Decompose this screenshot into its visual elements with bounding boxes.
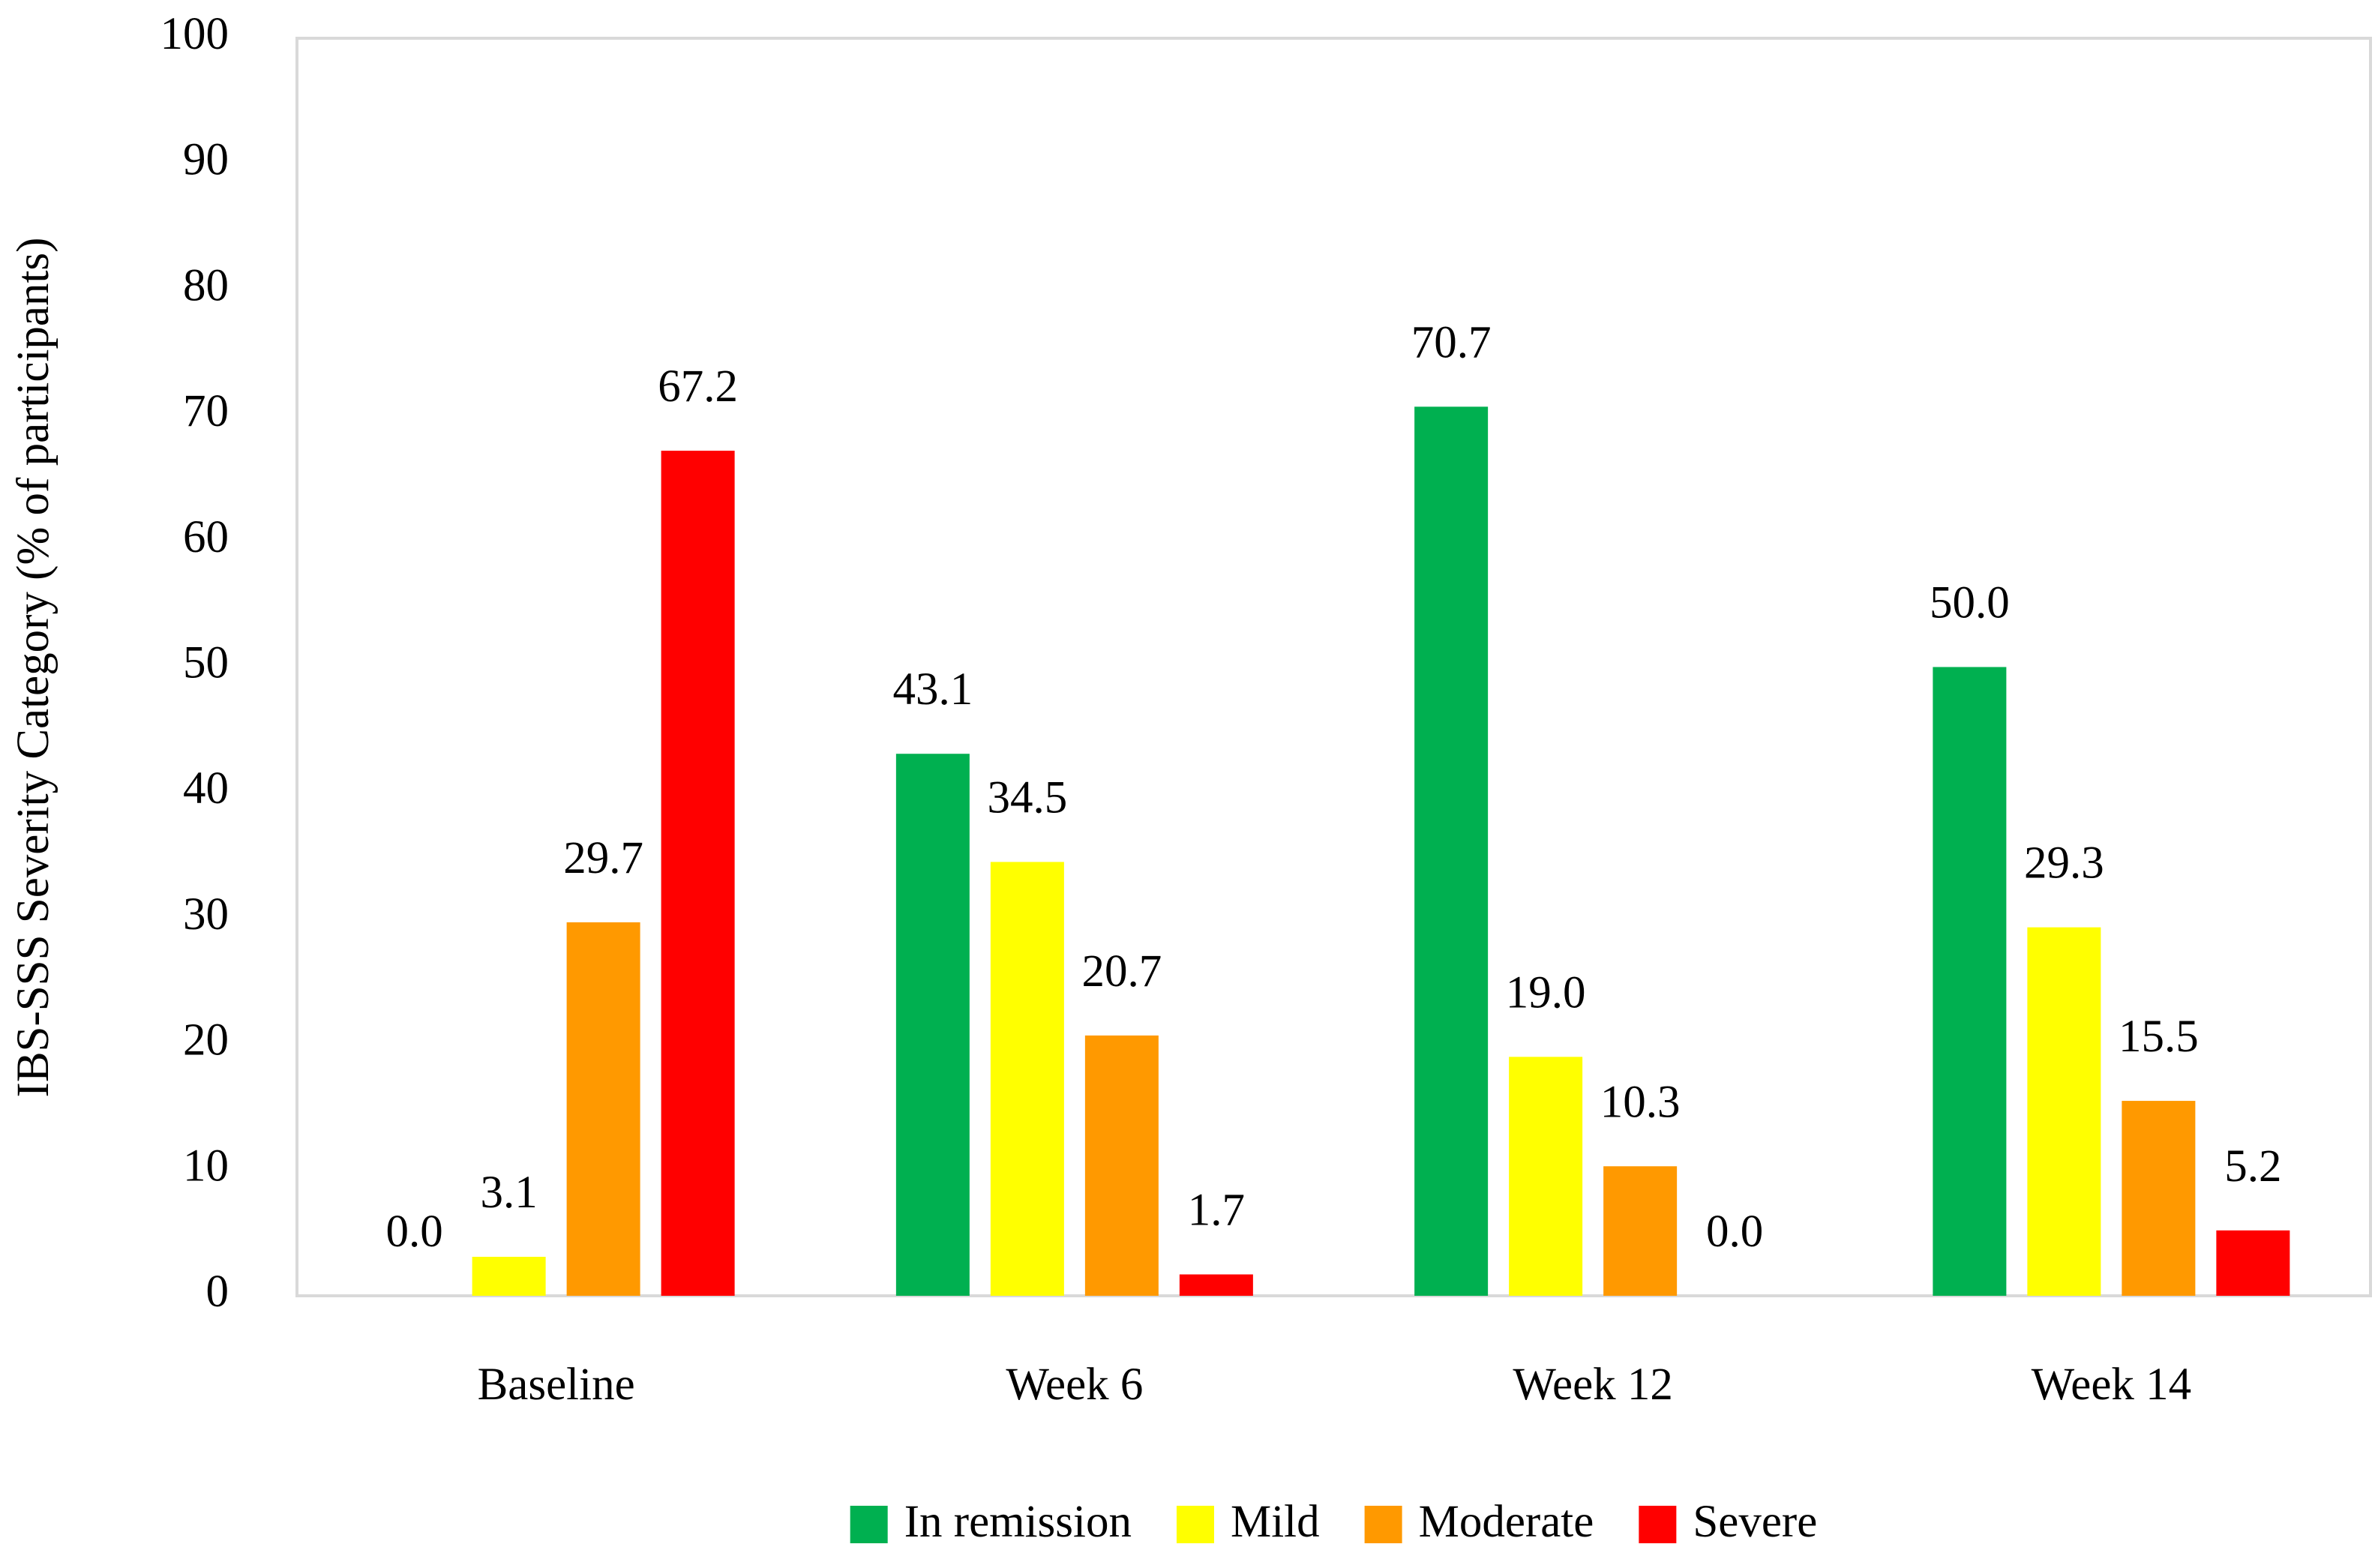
y-tick-label: 0 — [206, 1267, 229, 1317]
legend-label: In remission — [904, 1497, 1132, 1547]
value-label: 43.1 — [893, 664, 973, 715]
x-tick-label: Week 12 — [1513, 1360, 1673, 1410]
bar — [1414, 406, 1489, 1296]
y-tick-label: 60 — [183, 512, 229, 562]
bar — [2027, 927, 2101, 1296]
value-label: 10.3 — [1600, 1077, 1681, 1127]
value-label: 70.7 — [1411, 317, 1492, 367]
value-label: 0.0 — [1706, 1207, 1763, 1257]
y-tick-label: 70 — [183, 386, 229, 436]
bar — [2216, 1230, 2290, 1296]
x-tick-label: Baseline — [478, 1360, 635, 1410]
plot-frame — [295, 37, 2372, 1297]
value-label: 34.5 — [988, 772, 1068, 823]
value-label: 20.7 — [1082, 946, 1162, 997]
x-tick-label: Week 14 — [2032, 1360, 2192, 1410]
y-tick-label: 50 — [183, 638, 229, 688]
legend-label: Moderate — [1419, 1497, 1594, 1547]
y-tick-label: 80 — [183, 260, 229, 310]
y-tick-label: 100 — [160, 9, 229, 59]
value-label: 3.1 — [481, 1168, 538, 1218]
bar — [1179, 1274, 1253, 1296]
value-label: 29.7 — [563, 833, 643, 883]
y-tick-label: 10 — [183, 1141, 229, 1191]
y-axis-title: IBS-SSS Severity Category (% of particip… — [8, 238, 58, 1098]
y-tick-label: 20 — [183, 1015, 229, 1066]
bar — [2122, 1101, 2196, 1296]
legend-label: Severe — [1693, 1497, 1817, 1547]
value-label: 67.2 — [658, 361, 738, 412]
y-tick-label: 40 — [183, 763, 229, 814]
bar — [661, 451, 735, 1296]
bar — [1084, 1035, 1159, 1296]
y-tick-label: 90 — [183, 135, 229, 185]
legend-swatch — [1364, 1506, 1402, 1543]
value-label: 15.5 — [2119, 1012, 2199, 1062]
bar — [1603, 1166, 1678, 1296]
value-label: 1.7 — [1188, 1185, 1245, 1235]
value-label: 29.3 — [2024, 838, 2104, 889]
legend-swatch — [1639, 1506, 1677, 1543]
bar — [1933, 667, 2007, 1296]
x-tick-label: Week 6 — [1006, 1360, 1143, 1410]
legend-swatch — [1176, 1506, 1214, 1543]
bar — [472, 1257, 546, 1296]
legend-label: Mild — [1231, 1497, 1320, 1547]
value-label: 19.0 — [1506, 967, 1586, 1018]
bar — [990, 862, 1064, 1296]
value-label: 50.0 — [1930, 578, 2010, 628]
value-label: 5.2 — [2224, 1141, 2281, 1192]
bar — [566, 922, 640, 1296]
bar — [895, 754, 970, 1296]
legend-swatch — [850, 1506, 888, 1543]
y-tick-label: 30 — [183, 889, 229, 940]
value-label: 0.0 — [386, 1207, 443, 1257]
bar — [1509, 1057, 1583, 1296]
